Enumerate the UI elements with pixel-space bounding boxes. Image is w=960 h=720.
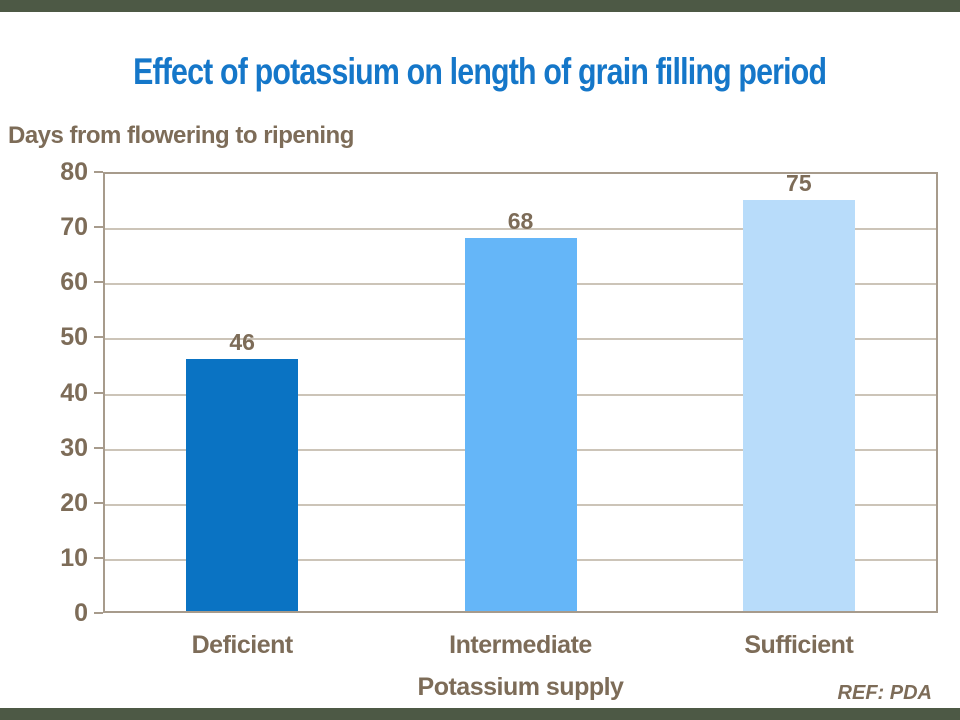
y-tick-mark-70	[94, 226, 103, 229]
title-row: Effect of potassium on length of grain f…	[0, 46, 960, 98]
y-tick-label-70: 70	[60, 213, 88, 242]
y-tick-label-80: 80	[60, 158, 88, 186]
top-accent-bar	[0, 0, 960, 12]
y-tick-label-40: 40	[60, 378, 88, 407]
gridline-70	[105, 228, 936, 231]
bar-value-label-deficient: 46	[229, 329, 255, 356]
bar-deficient	[186, 359, 299, 611]
y-tick-mark-50	[94, 336, 103, 339]
y-tick-label-0: 0	[74, 599, 88, 627]
y-tick-mark-40	[94, 391, 103, 394]
y-axis-title: Days from flowering to ripening	[8, 122, 354, 149]
bar-value-label-sufficient: 75	[786, 169, 812, 196]
x-category-label-sufficient: Sufficient	[744, 631, 854, 659]
x-category-label-intermediate: Intermediate	[449, 631, 592, 659]
bar-intermediate	[464, 238, 577, 611]
y-tick-mark-80	[94, 171, 103, 173]
y-tick-mark-30	[94, 446, 103, 449]
y-tick-label-10: 10	[60, 543, 88, 572]
plot-area	[103, 172, 938, 613]
y-tick-mark-10	[94, 556, 103, 559]
bar-value-label-intermediate: 68	[507, 208, 534, 235]
y-tick-mark-0	[94, 612, 103, 614]
y-tick-mark-20	[94, 501, 103, 504]
x-axis-title: Potassium supply	[417, 673, 624, 701]
reference-label: REF: PDA	[837, 682, 932, 704]
y-tick-label-60: 60	[60, 268, 88, 297]
y-tick-label-30: 30	[60, 433, 88, 462]
y-tick-mark-60	[94, 281, 103, 284]
chart-title: Effect of potassium on length of grain f…	[133, 51, 827, 92]
bar-sufficient	[742, 199, 855, 611]
y-tick-label-20: 20	[60, 488, 88, 517]
bottom-accent-bar	[0, 708, 960, 720]
y-tick-label-50: 50	[60, 323, 88, 352]
x-category-label-deficient: Deficient	[191, 631, 294, 659]
